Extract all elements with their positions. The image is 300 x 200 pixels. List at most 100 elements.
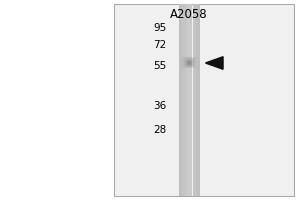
Bar (192, 60, 193, 61)
Bar (181, 58, 182, 59)
Bar (178, 63, 179, 64)
Bar (186, 60, 187, 61)
Bar (190, 4, 191, 196)
Bar (197, 57, 198, 58)
Bar (197, 63, 198, 64)
Bar (181, 60, 182, 61)
Bar (186, 4, 187, 196)
Bar (181, 57, 182, 58)
Bar (193, 58, 194, 59)
Bar (191, 67, 192, 68)
Bar (191, 65, 192, 66)
Bar (187, 58, 188, 59)
Bar (196, 60, 197, 61)
Bar (182, 58, 183, 59)
Bar (183, 65, 184, 66)
Bar (187, 4, 188, 196)
Bar (199, 63, 200, 64)
Bar (191, 59, 192, 60)
Bar (194, 61, 195, 62)
Bar (196, 64, 197, 65)
Bar (192, 64, 193, 65)
Bar (193, 59, 194, 60)
Bar (195, 4, 196, 196)
Bar (178, 65, 179, 66)
Bar (193, 62, 194, 63)
Bar (197, 65, 198, 66)
Bar (182, 57, 183, 58)
Bar (183, 59, 184, 60)
Bar (195, 59, 196, 60)
Bar (197, 64, 198, 65)
Bar (189, 62, 190, 63)
Bar (186, 63, 187, 64)
Bar (188, 65, 189, 66)
Bar (187, 67, 188, 68)
Bar (185, 65, 186, 66)
Bar (184, 64, 185, 65)
Bar (186, 61, 187, 62)
Bar (196, 57, 197, 58)
Bar (192, 57, 193, 58)
Bar (196, 62, 197, 63)
Bar (190, 62, 191, 63)
Bar (193, 65, 194, 66)
Bar (185, 63, 186, 64)
Bar (194, 4, 195, 196)
Bar (179, 60, 180, 61)
Bar (185, 57, 186, 58)
Bar (192, 66, 193, 67)
Bar (184, 60, 185, 61)
Bar (182, 65, 183, 66)
Bar (189, 60, 190, 61)
Bar (194, 67, 195, 68)
Bar (186, 67, 187, 68)
Bar (193, 60, 194, 61)
Bar (189, 58, 190, 59)
Bar (196, 66, 197, 67)
Bar (186, 65, 187, 66)
Bar (181, 65, 182, 66)
Bar (189, 4, 190, 196)
Bar (187, 66, 188, 67)
Bar (196, 58, 197, 59)
Bar (194, 65, 195, 66)
Bar (190, 63, 191, 64)
Bar (186, 66, 187, 67)
Bar (199, 57, 200, 58)
Bar (179, 65, 180, 66)
Bar (194, 59, 195, 60)
Bar (180, 67, 181, 68)
Bar (188, 64, 189, 65)
Bar (178, 62, 179, 63)
Bar (181, 67, 182, 68)
Bar (195, 60, 196, 61)
Bar (182, 64, 183, 65)
Bar (180, 65, 181, 66)
Bar (195, 62, 196, 63)
Bar (181, 61, 182, 62)
Text: 72: 72 (153, 40, 167, 50)
Bar (185, 59, 186, 60)
Bar (187, 60, 188, 61)
Bar (193, 61, 194, 62)
Bar (184, 62, 185, 63)
Bar (192, 4, 193, 196)
Bar (186, 64, 187, 65)
Bar (180, 4, 181, 196)
Bar (184, 59, 185, 60)
Bar (198, 66, 199, 67)
Bar (180, 62, 181, 63)
Bar (196, 67, 197, 68)
Bar (199, 64, 200, 65)
Bar (199, 66, 200, 67)
Bar (181, 64, 182, 65)
Bar (184, 58, 185, 59)
Bar (193, 67, 194, 68)
Bar (178, 66, 179, 67)
Bar (198, 61, 199, 62)
Bar (186, 59, 187, 60)
Bar (198, 58, 199, 59)
Bar (180, 60, 181, 61)
Bar (195, 64, 196, 65)
